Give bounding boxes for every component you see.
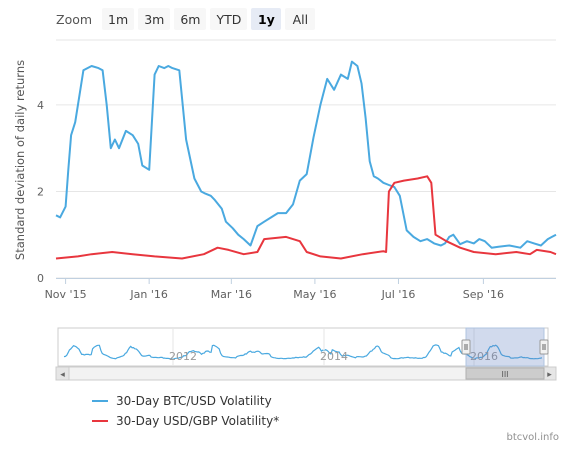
navigator-handle-right[interactable] xyxy=(539,339,549,355)
x-tick-label: Mar '16 xyxy=(211,288,252,301)
y-tick-label: 2 xyxy=(37,185,44,198)
legend-label-gbp: 30-Day USD/GBP Volatility* xyxy=(116,414,280,428)
zoom-button-all[interactable]: All xyxy=(285,8,316,30)
x-tick-label: May '16 xyxy=(293,288,336,301)
navigator[interactable]: 2012 2014 2016 ◂ ▸ III xyxy=(0,0,567,385)
x-tick-label: Jan '16 xyxy=(129,288,167,301)
scroll-left-arrow-icon: ◂ xyxy=(60,370,65,380)
volatility-chart: 0 2 4 Nov '15 Jan '16 Mar '16 May '16 Jul '16 Se… xyxy=(13,39,557,301)
navigator-year-label: 2016 xyxy=(470,350,498,363)
zoom-button-1m[interactable]: 1m xyxy=(102,8,135,30)
x-tick-label: Sep '16 xyxy=(463,288,504,301)
navigator-year-label: 2012 xyxy=(169,350,197,363)
series-line-btc xyxy=(55,60,557,249)
series-line-gbp xyxy=(55,175,557,260)
zoom-button-1y[interactable]: 1y xyxy=(251,8,282,30)
navigator-handle-left[interactable] xyxy=(461,339,471,355)
y-tick-label: 0 xyxy=(37,272,44,285)
y-tick-label: 4 xyxy=(37,99,44,112)
legend-swatch-btc xyxy=(92,400,108,402)
legend-swatch-gbp xyxy=(92,420,108,422)
x-tick-label: Jul '16 xyxy=(381,288,416,301)
x-tick-label: Nov '15 xyxy=(45,288,87,301)
scroll-right-arrow-icon: ▸ xyxy=(547,370,552,380)
legend-item-gbp[interactable]: 30-Day USD/GBP Volatility* xyxy=(92,411,279,431)
legend-item-btc[interactable]: 30-Day BTC/USD Volatility xyxy=(92,391,279,411)
navigator-year-label: 2014 xyxy=(320,350,348,363)
credit-link[interactable]: btcvol.info xyxy=(506,432,559,443)
legend: 30-Day BTC/USD Volatility 30-Day USD/GBP… xyxy=(92,391,279,431)
zoom-label: Zoom xyxy=(56,11,93,27)
zoom-button-3m[interactable]: 3m xyxy=(138,8,171,30)
y-axis-label: Standard deviation of daily returns xyxy=(13,60,27,260)
zoom-button-6m[interactable]: 6m xyxy=(174,8,207,30)
legend-label-btc: 30-Day BTC/USD Volatility xyxy=(116,394,272,408)
scrollbar-grip-icon: III xyxy=(501,370,508,379)
scrollbar-thumb[interactable] xyxy=(465,367,545,380)
navigator-selection[interactable] xyxy=(465,327,545,367)
scroll-left-button[interactable] xyxy=(55,366,70,381)
zoom-button-ytd[interactable]: YTD xyxy=(210,8,248,30)
zoom-bar: Zoom 1m 3m 6m YTD 1y All xyxy=(56,8,316,30)
